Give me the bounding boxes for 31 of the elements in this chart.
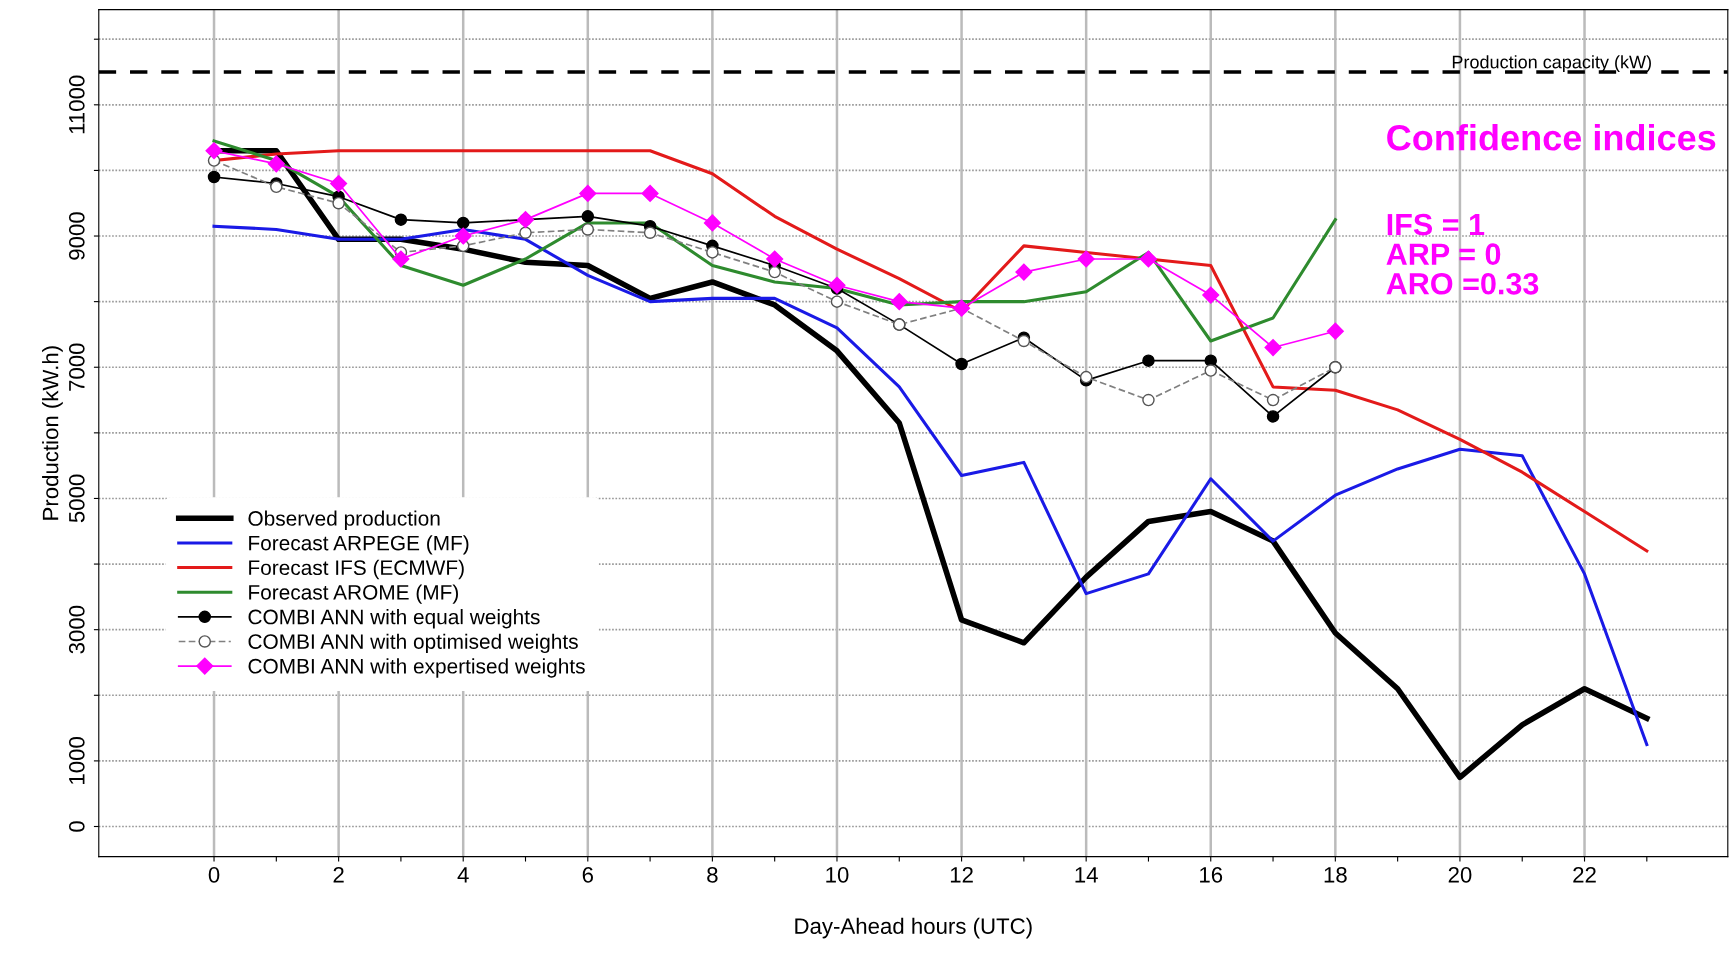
- legend-label: COMBI ANN with optimised weights: [248, 633, 578, 654]
- y-tick-label: 1000: [68, 737, 85, 784]
- legend-label: Forecast ARPEGE (MF): [249, 535, 469, 555]
- x-tick-label: 22: [1573, 866, 1596, 883]
- x-tick-label: 12: [950, 866, 973, 883]
- x-tick-label: 14: [1075, 867, 1098, 883]
- legend-label: Observed production: [248, 510, 440, 530]
- x-tick-label: 6: [582, 866, 593, 883]
- y-tick-label: 0: [68, 821, 85, 832]
- x-tick-label: 2: [333, 866, 344, 883]
- x-tick-label: 0: [208, 866, 220, 883]
- legend-label: COMBI ANN with equal weights: [248, 609, 540, 629]
- x-tick-label: 20: [1448, 866, 1472, 883]
- legend-label: Forecast AROME (MF): [249, 584, 458, 604]
- x-tick-label: 8: [707, 866, 718, 883]
- y-tick-label: 7000: [68, 343, 85, 391]
- legend-label: COMBI ANN with expertised weights: [248, 658, 585, 678]
- y-axis-title: Production (kW.h): [42, 346, 63, 520]
- annotation: IFS = 1 ARP = 0 ARO =0.33: [1386, 213, 1539, 295]
- annotation: Confidence indices: [1387, 124, 1716, 151]
- y-tick-label: 5000: [68, 474, 85, 523]
- x-tick-label: 4: [457, 867, 469, 883]
- x-tick-label: 10: [826, 866, 849, 883]
- x-tick-label: 16: [1200, 866, 1223, 883]
- ref-line-label: Production capacity (kW): [1452, 55, 1651, 73]
- legend-label: Forecast IFS (ECMWF): [249, 559, 464, 580]
- y-tick-label: 9000: [68, 212, 85, 260]
- x-axis-title: Day-Ahead hours (UTC): [795, 917, 1032, 939]
- y-tick-label: 11000: [68, 75, 85, 134]
- y-tick-label: 3000: [68, 605, 85, 654]
- x-tick-label: 18: [1324, 866, 1347, 883]
